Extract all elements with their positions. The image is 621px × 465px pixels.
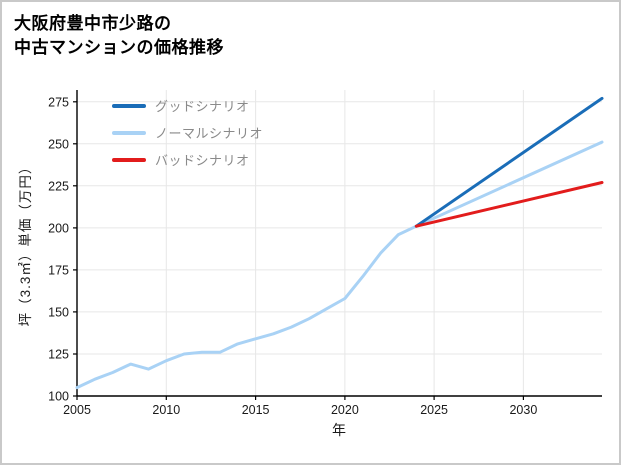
legend: グッドシナリオ ノーマルシナリオ バッドシナリオ <box>112 92 263 173</box>
chart-title-line2: 中古マンションの価格推移 <box>14 38 224 57</box>
legend-label-bad-scenario: バッドシナリオ <box>155 153 250 168</box>
y-axis-label: 坪（3.3㎡）単価（万円） <box>18 159 33 327</box>
legend-line-good-scenario <box>112 103 146 108</box>
svg-text:150: 150 <box>48 305 69 319</box>
chart-title-line1: 大阪府豊中市少路の <box>14 14 172 33</box>
legend-label-normal-scenario: ノーマルシナリオ <box>155 126 264 141</box>
svg-text:225: 225 <box>48 179 69 193</box>
legend-item-bad-scenario: バッドシナリオ <box>112 146 263 173</box>
svg-text:2030: 2030 <box>509 403 537 417</box>
svg-text:2020: 2020 <box>331 403 359 417</box>
svg-text:275: 275 <box>48 95 69 109</box>
svg-text:175: 175 <box>48 263 69 277</box>
chart-title: 大阪府豊中市少路の 中古マンションの価格推移 <box>14 12 224 60</box>
legend-line-normal-scenario <box>112 130 146 135</box>
svg-text:250: 250 <box>48 137 69 151</box>
legend-label-good-scenario: グッドシナリオ <box>155 99 250 114</box>
legend-item-good-scenario: グッドシナリオ <box>112 92 263 119</box>
svg-text:2015: 2015 <box>242 403 270 417</box>
svg-text:100: 100 <box>48 390 69 404</box>
legend-item-normal-scenario: ノーマルシナリオ <box>112 119 263 146</box>
svg-text:125: 125 <box>48 348 69 362</box>
svg-text:2025: 2025 <box>420 403 448 417</box>
x-axis-label: 年 <box>332 422 346 438</box>
svg-text:200: 200 <box>48 221 69 235</box>
legend-line-bad-scenario <box>112 157 146 162</box>
svg-text:2005: 2005 <box>63 403 91 417</box>
svg-text:2010: 2010 <box>152 403 180 417</box>
